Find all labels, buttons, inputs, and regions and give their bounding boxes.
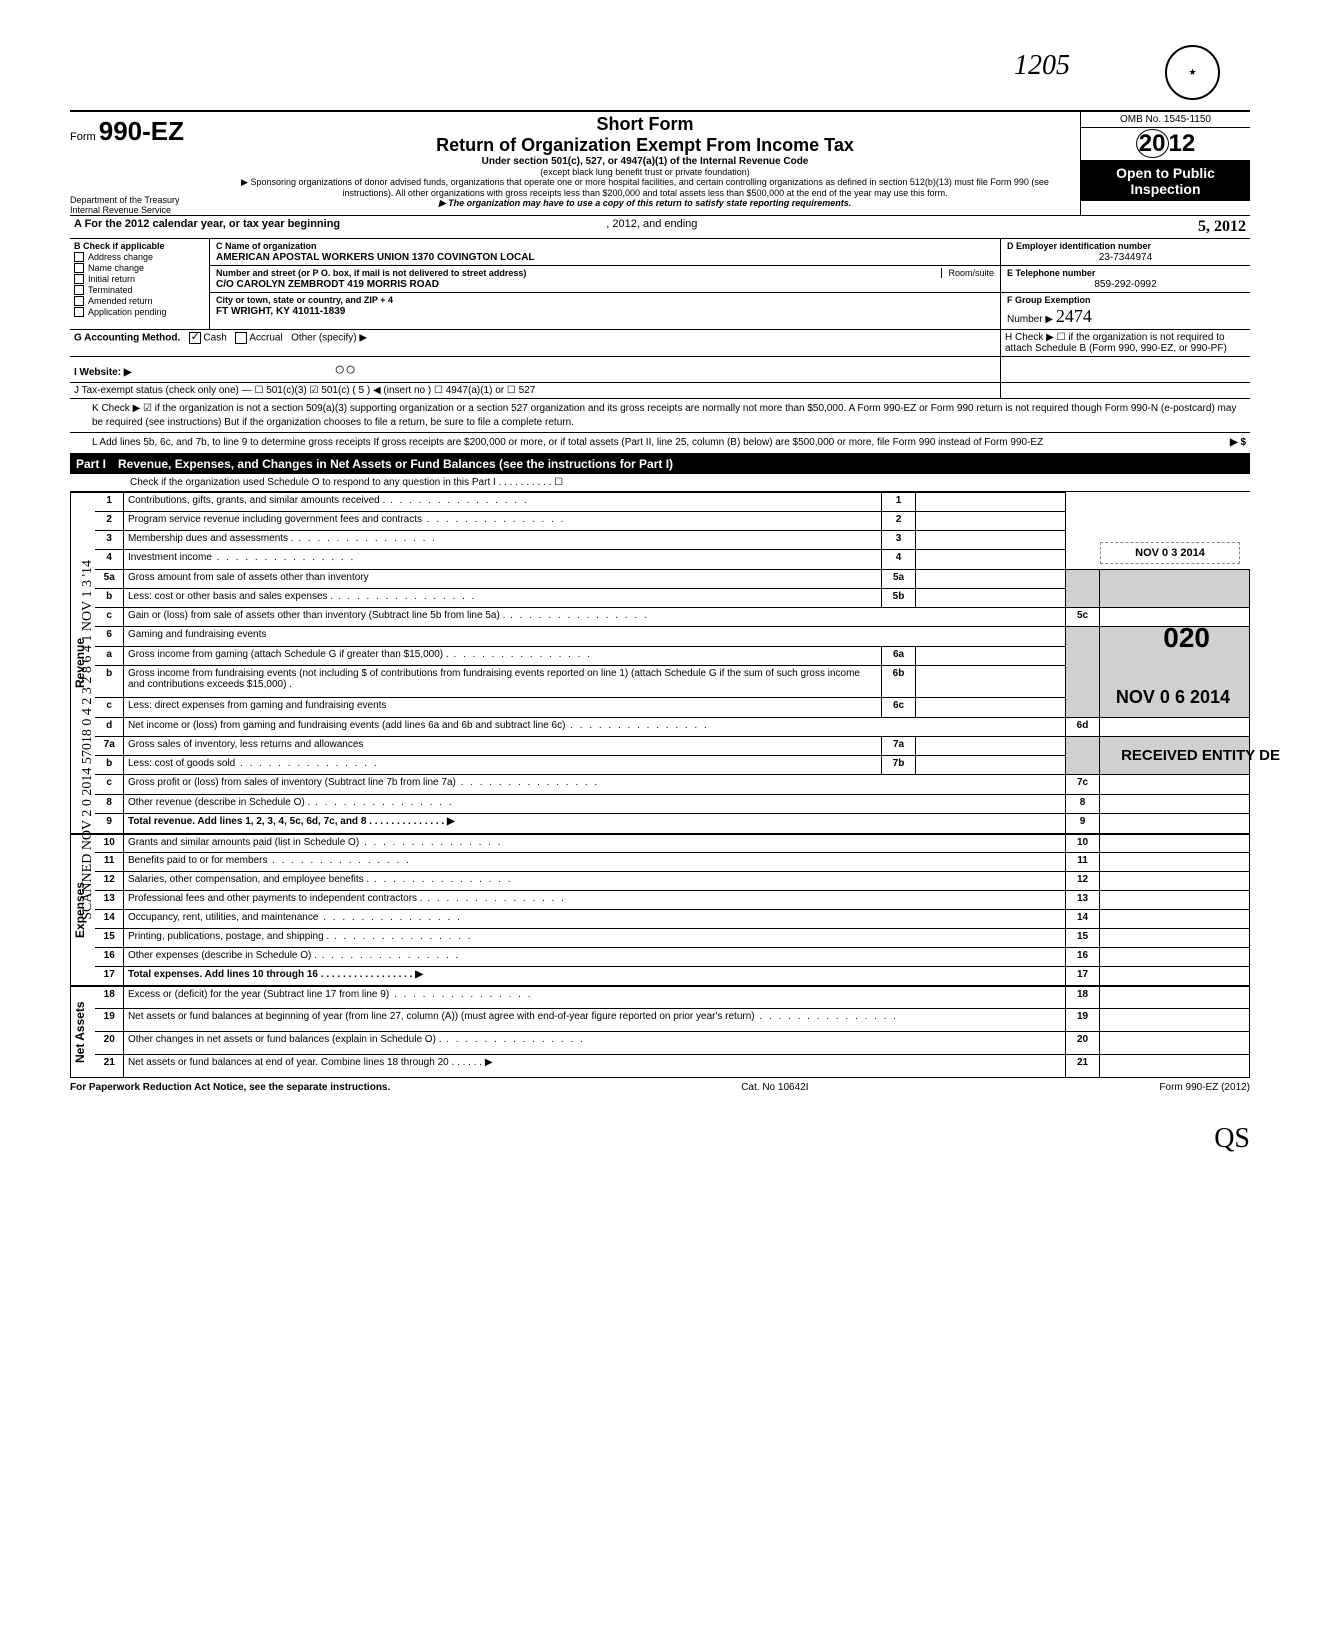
copy-line: The organization may have to use a copy …	[216, 198, 1074, 209]
part1-title: Revenue, Expenses, and Changes in Net As…	[118, 457, 1244, 471]
b-initial: Initial return	[88, 274, 135, 284]
revenue-table: 1Contributions, gifts, grants, and simil…	[95, 492, 1250, 834]
expenses-table: 10Grants and similar amounts paid (list …	[95, 834, 1250, 986]
f-value: 2474	[1056, 306, 1092, 326]
omb-number: OMB No. 1545-1150	[1081, 112, 1250, 128]
l-arrow: ▶ $	[1096, 436, 1246, 450]
row-a-end: 5, 2012	[1198, 218, 1246, 236]
d-label: D Employer identification number	[1007, 241, 1151, 251]
ein: 23-7344974	[1007, 252, 1244, 263]
f-label: F Group Exemption	[1007, 295, 1091, 305]
open-public: Open to Public	[1083, 165, 1248, 181]
subtitle-code: Under section 501(c), 527, or 4947(a)(1)…	[216, 156, 1074, 167]
handwritten-number: 1205	[1014, 50, 1070, 82]
short-form-title: Short Form	[216, 114, 1074, 135]
year-prefix: 20	[1136, 129, 1169, 158]
row-a-left: A For the 2012 calendar year, or tax yea…	[74, 218, 340, 230]
form-number: 990-EZ	[99, 116, 184, 146]
expenses-label: Expenses	[71, 835, 89, 985]
b-label: B Check if applicable	[74, 241, 205, 251]
irs-label: Internal Revenue Service	[70, 205, 210, 215]
subtitle-except: (except black lung benefit trust or priv…	[216, 167, 1074, 177]
form-header: Form 990-EZ Department of the Treasury I…	[70, 110, 1250, 215]
seal-icon: ★	[1165, 45, 1220, 100]
city: FT WRIGHT, KY 41011-1839	[216, 306, 345, 317]
b-terminated: Terminated	[88, 285, 133, 295]
phone: 859-292-0992	[1007, 279, 1244, 290]
netassets-label: Net Assets	[71, 987, 89, 1077]
chk-accrual[interactable]	[235, 332, 247, 344]
footer-right: Form 990-EZ (2012)	[1159, 1082, 1250, 1093]
b-amended: Amended return	[88, 296, 153, 306]
inspection: Inspection	[1083, 181, 1248, 197]
revenue-label: Revenue	[71, 493, 89, 833]
footer-left: For Paperwork Reduction Act Notice, see …	[70, 1082, 390, 1093]
chk-terminated[interactable]	[74, 285, 84, 295]
chk-amended[interactable]	[74, 296, 84, 306]
chk-pending[interactable]	[74, 307, 84, 317]
return-title: Return of Organization Exempt From Incom…	[216, 135, 1074, 156]
city-label: City or town, state or country, and ZIP …	[216, 295, 393, 305]
k-line: K Check ▶ ☑ if the organization is not a…	[70, 399, 1250, 433]
chk-cash[interactable]	[189, 332, 201, 344]
year-suffix: 12	[1169, 130, 1196, 157]
initials: QS	[70, 1123, 1250, 1155]
netassets-table: 18Excess or (deficit) for the year (Subt…	[95, 986, 1250, 1078]
form-prefix: Form	[70, 131, 96, 143]
chk-name[interactable]	[74, 263, 84, 273]
dept-treasury: Department of the Treasury	[70, 195, 210, 205]
g-other: Other (specify) ▶	[291, 333, 367, 344]
c-label: C Name of organization	[216, 241, 317, 251]
stamp-nov06: NOV 0 6 2014	[1116, 687, 1230, 708]
stamp-nov03: NOV 0 3 2014	[1100, 542, 1240, 564]
address: C/O CAROLYN ZEMBRODT 419 MORRIS ROAD	[216, 279, 439, 290]
e-label: E Telephone number	[1007, 268, 1095, 278]
b-name: Name change	[88, 263, 144, 273]
i-label: I Website: ▶	[74, 367, 132, 378]
chk-initial[interactable]	[74, 274, 84, 284]
b-pending: Application pending	[88, 307, 167, 317]
chk-address[interactable]	[74, 252, 84, 262]
part1-check: Check if the organization used Schedule …	[70, 474, 1250, 492]
addr-label: Number and street (or P O. box, if mail …	[216, 268, 526, 278]
row-a-mid: , 2012, and ending	[606, 218, 697, 230]
row-a: A For the 2012 calendar year, or tax yea…	[70, 215, 1250, 239]
l-line: L Add lines 5b, 6c, and 7b, to line 9 to…	[92, 436, 1096, 450]
h-line: H Check ▶ ☐ if the organization is not r…	[1000, 330, 1250, 356]
room-label: Room/suite	[941, 268, 994, 278]
f-number-label: Number ▶	[1007, 314, 1053, 325]
g-accrual: Accrual	[249, 333, 282, 344]
org-name: AMERICAN APOSTAL WORKERS UNION 1370 COVI…	[216, 252, 535, 263]
stamp-020: 020	[1163, 622, 1210, 654]
part1-label: Part I	[76, 457, 106, 471]
g-cash: Cash	[203, 333, 226, 344]
footer-cat: Cat. No 10642I	[741, 1082, 808, 1093]
j-line: J Tax-exempt status (check only one) — ☐…	[70, 383, 1000, 398]
g-label: G Accounting Method.	[74, 333, 180, 344]
b-address: Address change	[88, 252, 153, 262]
i-value: ○○	[334, 359, 356, 379]
sponsor-line: Sponsoring organizations of donor advise…	[216, 177, 1074, 198]
stamp-received: RECEIVED ENTITY DE	[1121, 747, 1280, 764]
